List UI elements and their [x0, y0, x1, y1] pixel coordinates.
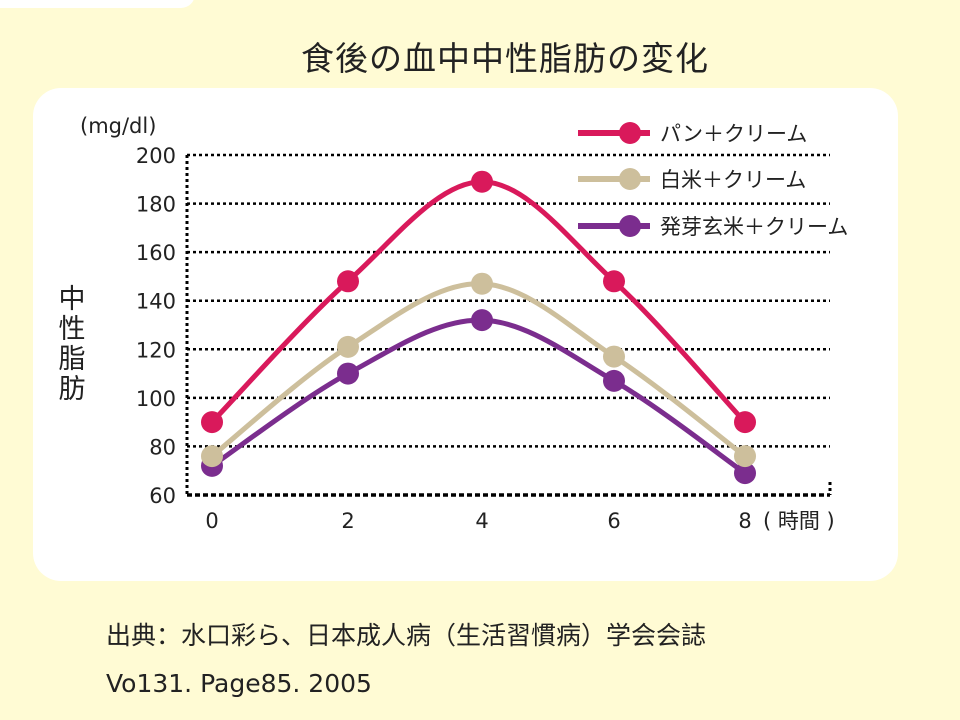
- legend-label: 発芽玄米＋クリーム: [660, 215, 848, 239]
- legend-label: 白米＋クリーム: [660, 168, 806, 192]
- chart-panel: [33, 88, 898, 581]
- data-point: [201, 445, 223, 468]
- x-tick-label: 0: [205, 509, 218, 533]
- legend-label: パン＋クリーム: [660, 122, 807, 146]
- data-point: [603, 270, 625, 293]
- y-tick-label: 140: [136, 290, 176, 314]
- y-axis-label: 中性脂肪: [52, 285, 92, 405]
- y-tick-label: 80: [149, 435, 176, 459]
- x-tick-label: 6: [607, 509, 620, 533]
- data-point: [471, 170, 493, 193]
- legend-marker: [619, 122, 641, 144]
- data-point: [603, 345, 625, 368]
- y-tick-label: 100: [136, 387, 176, 411]
- source-citation: 出典：水口彩ら、日本成人病（生活習慣病）学会会誌 Vo131. Page85. …: [106, 612, 706, 708]
- legend-line: [578, 130, 650, 136]
- x-tick-label: 2: [341, 509, 354, 533]
- y-tick-label: 180: [136, 193, 176, 217]
- y-tick-label: 160: [136, 241, 176, 265]
- x-tick-label: 4: [475, 509, 488, 533]
- x-tick-label: 8: [738, 509, 751, 533]
- legend-line: [578, 176, 650, 182]
- source-line-1: 出典：水口彩ら、日本成人病（生活習慣病）学会会誌: [106, 621, 707, 650]
- data-point: [471, 272, 493, 295]
- data-point: [734, 445, 756, 468]
- y-tick-label: 120: [136, 338, 176, 362]
- y-unit-label: (mg/dl): [80, 114, 156, 138]
- y-tick-label: 200: [136, 144, 176, 168]
- data-point: [337, 362, 359, 385]
- chart-title: 食後の血中中性脂肪の変化: [301, 39, 709, 78]
- legend-marker: [619, 215, 641, 237]
- data-point: [337, 270, 359, 293]
- x-unit-label: ( 時間 ): [763, 509, 835, 533]
- top-tab-shape: [0, 0, 195, 8]
- data-point: [201, 411, 223, 434]
- data-point: [471, 309, 493, 332]
- y-axis-label-char: 性: [58, 314, 86, 345]
- y-axis-label-char: 肪: [58, 374, 86, 405]
- series-line: [210, 281, 747, 459]
- y-axis-label-char: 脂: [58, 344, 86, 375]
- legend-marker: [619, 168, 641, 190]
- y-axis-label-char: 中: [58, 284, 86, 315]
- y-tick-label: 60: [149, 484, 176, 508]
- data-point: [734, 462, 756, 485]
- data-point: [734, 411, 756, 434]
- data-point: [603, 369, 625, 392]
- source-line-2: Vo131. Page85. 2005: [106, 669, 372, 698]
- legend-line: [578, 223, 650, 229]
- data-point: [337, 335, 359, 358]
